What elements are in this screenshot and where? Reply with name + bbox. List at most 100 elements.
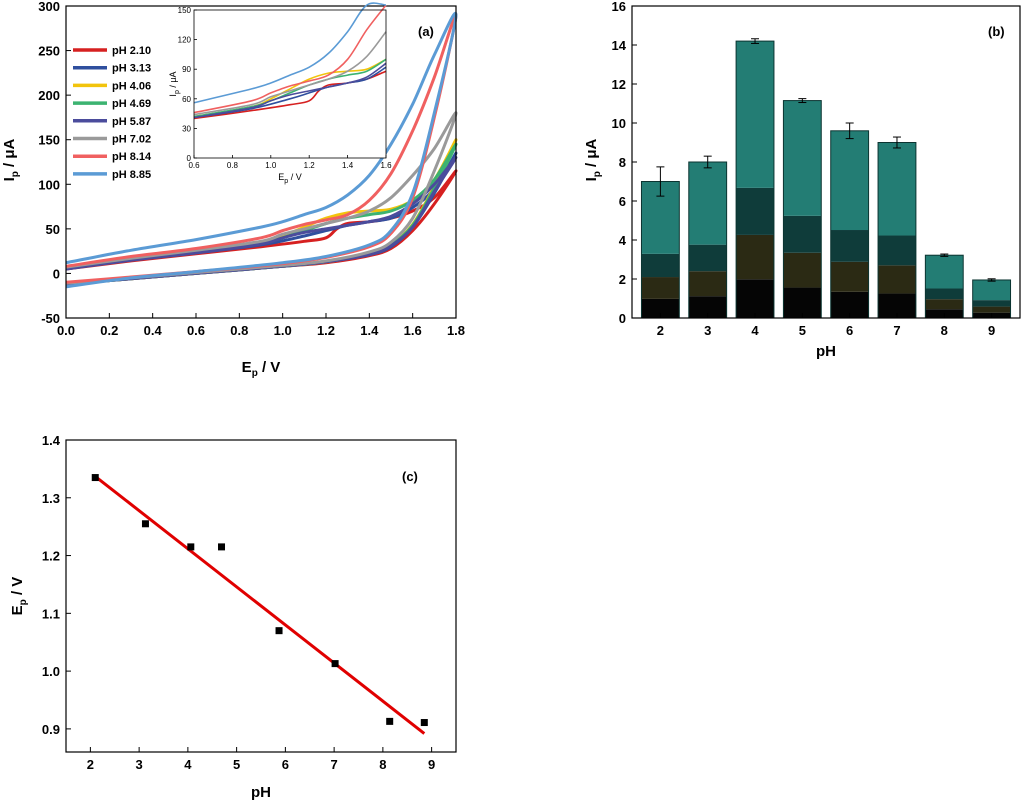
panel-a-curves xyxy=(65,11,458,289)
bar-segment xyxy=(641,277,680,299)
panel-b-y-tick-label: 16 xyxy=(612,0,626,14)
bar-segment xyxy=(972,300,1011,307)
data-point xyxy=(91,474,99,482)
data-point xyxy=(187,543,195,551)
panel-c-plot xyxy=(91,474,428,735)
inset-background xyxy=(194,10,386,158)
panel-c-scatter: 2 3 4 5 6 7 8 9 0.9 1.0 1.1 1.2 1.3 1.4 (c) pH Ep / V xyxy=(9,433,457,801)
panel-a-y-tick-label: 100 xyxy=(38,177,60,192)
inset-x-tick-label: 1.2 xyxy=(304,161,316,170)
bar-segment xyxy=(783,287,822,318)
bar-segment xyxy=(641,253,680,278)
panel-b-y-tick-label: 12 xyxy=(612,77,626,92)
inset-x-tick-label: 0.6 xyxy=(188,161,200,170)
panel-b-y-tick-label: 4 xyxy=(619,233,627,248)
panel-a-y-tick-label: 200 xyxy=(38,88,60,103)
panel-b-x-tick-label: 5 xyxy=(799,323,806,338)
inset-y-tick-label: 120 xyxy=(178,36,192,45)
panel-c-x-tick-label: 6 xyxy=(282,757,289,772)
data-point xyxy=(141,520,149,528)
panel-b-y-tick-label: 8 xyxy=(619,155,626,170)
panel-b-y-tick-label: 2 xyxy=(619,272,626,287)
bar-segment xyxy=(783,215,822,253)
linear-fit-line xyxy=(94,475,426,735)
panel-a-y-tick-label: 250 xyxy=(38,44,60,59)
panel-a-x-tick-label: 1.4 xyxy=(360,323,379,338)
panel-b-bars xyxy=(640,38,1012,319)
bar-segment xyxy=(736,41,774,188)
bar-segment xyxy=(830,130,869,231)
bar-segment xyxy=(878,235,916,266)
bar-segment xyxy=(736,234,774,280)
panel-b-y-axis-title: Ip / μA xyxy=(583,138,603,181)
inset-curve-pH-3-13 xyxy=(193,66,387,119)
panel-b-x-tick-label: 6 xyxy=(846,323,853,338)
bar-segment xyxy=(688,296,727,318)
panel-b-label: (b) xyxy=(988,24,1005,39)
data-point xyxy=(218,543,226,551)
legend-label: pH 7.02 xyxy=(112,134,151,146)
panel-b-x-tick-label: 8 xyxy=(941,323,948,338)
bar-segment xyxy=(878,142,916,236)
inset-axes: 0.6 0.8 1.0 1.2 1.4 1.6 0 30 60 90 120 150 xyxy=(178,6,392,170)
panel-c-y-axis-title: Ep / V xyxy=(9,577,29,616)
bar-segment xyxy=(830,230,869,262)
cv-curve-pH-8-85 xyxy=(65,11,458,289)
bar-segment xyxy=(925,299,964,310)
inset-curve-pH-7-02 xyxy=(193,31,387,116)
inset-x-tick-label: 1.0 xyxy=(265,161,277,170)
panel-a-x-tick-label: 0.0 xyxy=(57,323,75,338)
panel-b-x-tick-label: 7 xyxy=(893,323,900,338)
panel-c-label: (c) xyxy=(402,469,418,484)
panel-c-x-tick-label: 7 xyxy=(331,757,338,772)
panel-a-x-tick-label: 1.8 xyxy=(447,323,465,338)
inset-x-axis-title: Ep / V xyxy=(278,172,301,185)
panel-a-cv-curves: 0.0 0.2 0.4 0.6 0.8 1.0 1.2 1.4 1.6 1.8 -50 0 50 100 1… xyxy=(1,0,465,379)
panel-a-legend: pH 2.10 pH 3.13 pH 4.06 pH 4.69 pH 5.87 pH 7.… xyxy=(73,45,152,181)
panel-a-x-axis-title: Ep / V xyxy=(242,359,281,379)
panel-b-x-tick-label: 2 xyxy=(657,323,664,338)
panel-a-y-tick-label: 300 xyxy=(38,0,60,14)
panel-c-y-tick-label: 1.4 xyxy=(42,433,61,448)
panel-c-y-tick-label: 1.1 xyxy=(42,606,60,621)
panel-a-y-axis-title: Ip / μA xyxy=(1,138,21,181)
bar-segment xyxy=(736,187,774,235)
inset-curves xyxy=(193,2,387,158)
legend-label: pH 8.85 xyxy=(112,169,151,181)
legend-label: pH 2.10 xyxy=(112,45,151,57)
panel-a-x-tick-label: 0.8 xyxy=(230,323,248,338)
inset-curve-pH-5-87 xyxy=(193,62,387,119)
panel-c-y-tick-label: 0.9 xyxy=(42,722,60,737)
panel-a-y-tick-label: 50 xyxy=(46,222,60,237)
panel-a-label: (a) xyxy=(418,24,434,39)
panel-a-x-tick-label: 1.0 xyxy=(274,323,292,338)
panel-b-x-tick-label: 3 xyxy=(704,323,711,338)
inset-y-tick-label: 150 xyxy=(178,6,192,15)
panel-c-x-tick-label: 4 xyxy=(184,757,192,772)
panel-a-y-tick-label: 0 xyxy=(53,266,60,281)
panel-b-x-tick-label: 9 xyxy=(988,323,995,338)
panel-b-axes: 2 3 4 5 6 7 8 9 0 2 4 6 8 10 12 14 16 xyxy=(612,0,1021,338)
panel-a-x-tick-label: 0.2 xyxy=(100,323,118,338)
panel-b-y-tick-label: 6 xyxy=(619,194,626,209)
panel-a-x-tick-label: 0.4 xyxy=(144,323,163,338)
inset-y-axis-title: Ip / μA xyxy=(168,71,181,96)
bar-segment xyxy=(925,288,964,300)
panel-c-axes: 2 3 4 5 6 7 8 9 0.9 1.0 1.1 1.2 1.3 1.4 xyxy=(42,433,457,772)
inset-frame xyxy=(193,9,387,159)
inset-y-tick-label: 90 xyxy=(182,65,191,74)
panel-b-x-axis-title: pH xyxy=(816,343,836,360)
inset-x-tick-label: 1.4 xyxy=(342,161,354,170)
inset-y-tick-label: 30 xyxy=(182,124,191,133)
panel-c-x-tick-label: 3 xyxy=(136,757,143,772)
bar-segment xyxy=(736,279,774,318)
data-point xyxy=(386,717,394,725)
panel-a-inset: 0.6 0.8 1.0 1.2 1.4 1.6 0 30 60 90 120 150 Ep / V I… xyxy=(168,2,392,185)
panel-c-x-tick-label: 5 xyxy=(233,757,240,772)
panel-a-x-tick-label: 1.2 xyxy=(317,323,335,338)
panel-a-axes: 0.0 0.2 0.4 0.6 0.8 1.0 1.2 1.4 1.6 1.8 -50 0 50 100 1… xyxy=(38,0,465,338)
inset-y-tick-label: 60 xyxy=(182,95,191,104)
legend-label: pH 3.13 xyxy=(112,63,151,75)
bar-segment xyxy=(830,261,869,292)
bar-segment xyxy=(972,279,1011,301)
